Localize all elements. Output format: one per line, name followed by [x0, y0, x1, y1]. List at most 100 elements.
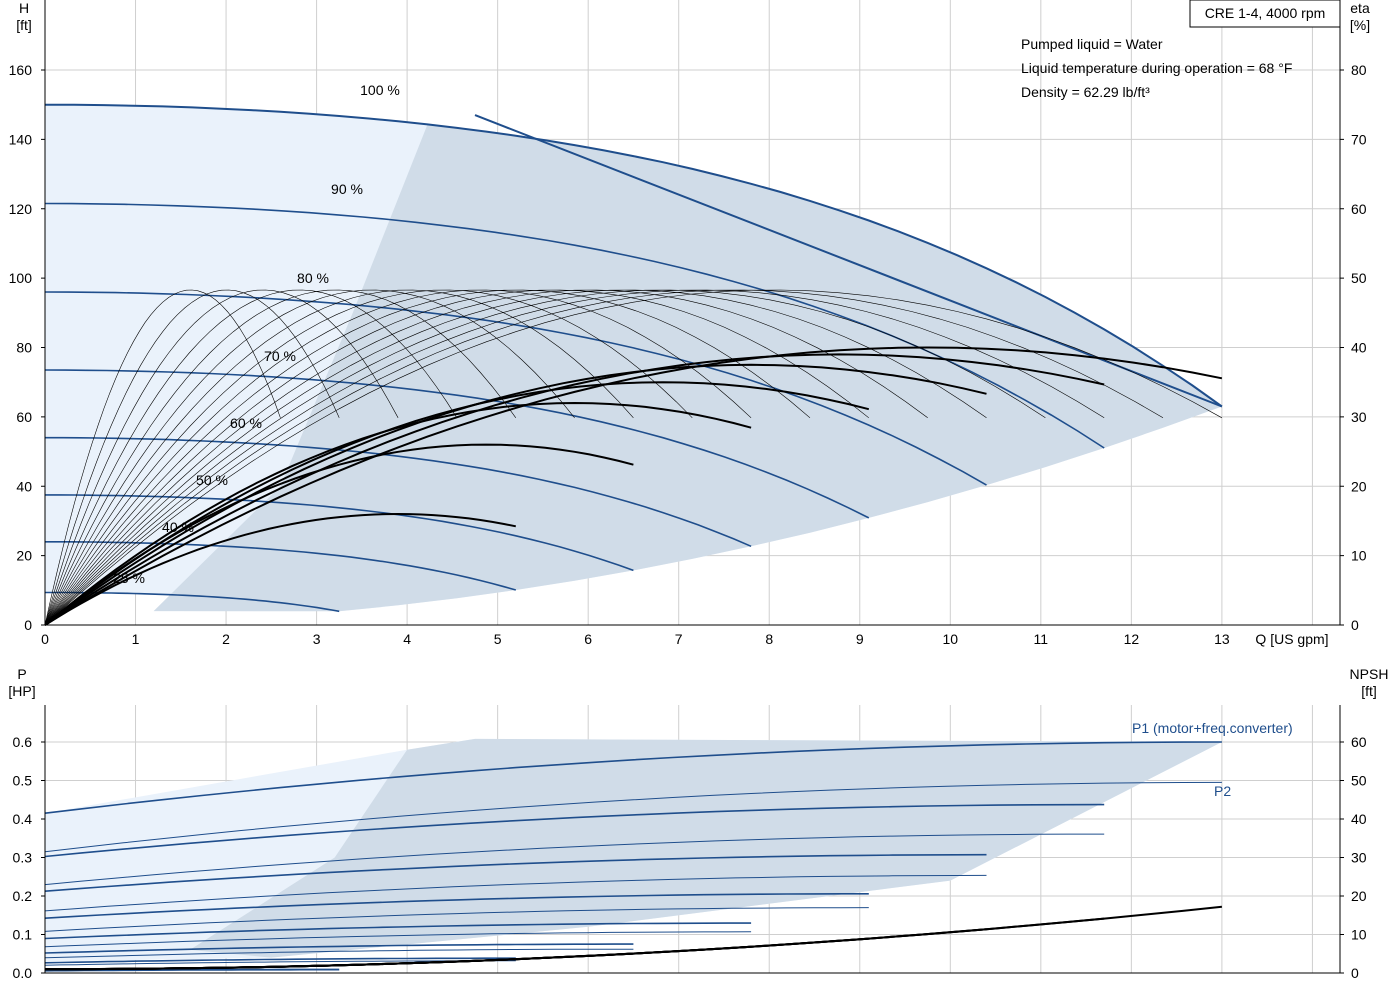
eta-curve-thin	[44, 289, 281, 626]
y-axis-label-right: eta	[1350, 0, 1370, 16]
y-tick-label-right: 80	[1351, 62, 1367, 78]
title-box	[1189, 0, 1341, 28]
y-tick-label-right: 40	[1351, 340, 1367, 356]
eta-curve-thick	[44, 512, 516, 626]
y-tick-label-right: 0	[1351, 617, 1359, 633]
p-tick-label-left: 0.2	[13, 888, 33, 904]
speed-label: 90 %	[331, 181, 363, 197]
eta-curve-thin	[44, 289, 869, 626]
p-tick-label-left: 0.3	[13, 850, 33, 866]
npsh-tick-label-right: 40	[1351, 811, 1367, 827]
x-tick-label: 5	[494, 631, 502, 647]
head-curve	[44, 291, 987, 486]
p2-curve	[44, 907, 869, 932]
y-tick-label-left: 80	[16, 340, 32, 356]
speed-label: 80 %	[297, 270, 329, 286]
eta-curve-thin	[44, 289, 399, 626]
eta-curve-thin	[44, 289, 928, 626]
p1-curve	[44, 853, 987, 892]
eta-curve-thick	[44, 346, 1223, 626]
y-tick-label-right: 20	[1351, 478, 1367, 494]
p1-curve	[44, 957, 516, 964]
eta-curve-thick	[44, 401, 752, 626]
p2-curve	[44, 948, 634, 959]
eta-curve-thick	[44, 363, 987, 626]
speed-label: 70 %	[264, 348, 296, 364]
info-line: Pumped liquid = Water	[1021, 36, 1163, 52]
x-tick-label: 10	[943, 631, 959, 647]
p2-curve	[44, 833, 1105, 886]
p-tick-label-left: 0.1	[13, 927, 33, 943]
eta-curve-thin	[44, 289, 575, 626]
head-curve	[44, 369, 870, 519]
y-tick-label-right: 60	[1351, 201, 1367, 217]
npsh-axis-label: NPSH	[1350, 666, 1389, 682]
eta-curve-thin	[44, 289, 340, 626]
y-tick-label-right: 30	[1351, 409, 1367, 425]
x-tick-label: 11	[1034, 631, 1049, 647]
eta-curve-thin	[44, 289, 1105, 626]
x-tick-label: 7	[675, 631, 683, 647]
p-tick-label-left: 0.0	[13, 965, 33, 981]
eta-curve-thick	[44, 353, 1105, 626]
eta-curve-thin	[44, 289, 693, 626]
p-tick-label-left: 0.6	[13, 734, 33, 750]
p-axis-unit: [HP]	[8, 683, 35, 699]
x-tick-label: 4	[403, 631, 411, 647]
y-tick-label-right: 10	[1351, 548, 1367, 564]
npsh-tick-label-right: 30	[1351, 850, 1367, 866]
y-axis-unit-left: [ft]	[16, 17, 32, 33]
p2-curve	[44, 960, 516, 966]
eta-curve-thin	[44, 289, 811, 626]
speed-label: 50 %	[196, 472, 228, 488]
p1-curve	[44, 892, 869, 919]
npsh-tick-label-right: 20	[1351, 888, 1367, 904]
x-axis-label: Q [US gpm]	[1255, 631, 1328, 647]
x-tick-label: 3	[313, 631, 321, 647]
npsh-tick-label-right: 50	[1351, 773, 1367, 789]
eta-curve-thin	[44, 289, 1223, 626]
y-tick-label-left: 40	[16, 478, 32, 494]
npsh-tick-label-right: 0	[1351, 965, 1359, 981]
eta-curve-thin	[44, 289, 1164, 626]
y-tick-label-right: 50	[1351, 270, 1367, 286]
x-tick-label: 8	[765, 631, 773, 647]
y-tick-label-left: 160	[9, 62, 33, 78]
p2-curve	[44, 969, 340, 972]
x-tick-label: 6	[584, 631, 592, 647]
eta-curve-thin	[44, 289, 752, 626]
x-tick-label: 1	[132, 631, 140, 647]
eta-curve-thin	[44, 289, 634, 626]
info-line: Density = 62.29 lb/ft³	[1021, 84, 1150, 100]
p1-curve	[44, 922, 752, 940]
p1-curve	[44, 943, 634, 954]
p2-label: P2	[1214, 783, 1231, 799]
npsh-curve	[45, 964, 340, 971]
npsh-tick-label-right: 60	[1351, 734, 1367, 750]
head-curve	[45, 494, 634, 572]
y-tick-label-left: 120	[9, 201, 33, 217]
eta-curve-thin	[44, 289, 1046, 626]
head-curve	[45, 436, 752, 548]
eta-curve-thin	[44, 289, 987, 626]
y-tick-label-left: 60	[16, 409, 32, 425]
x-tick-label: 0	[41, 631, 49, 647]
npsh-axis-unit: [ft]	[1361, 683, 1377, 699]
p2-curve	[44, 874, 987, 912]
y-tick-label-left: 20	[16, 548, 32, 564]
p1-label: P1 (motor+freq.converter)	[1132, 720, 1293, 736]
x-tick-label: 13	[1214, 631, 1230, 647]
info-line: Liquid temperature during operation = 68…	[1021, 60, 1292, 76]
x-tick-label: 9	[856, 631, 864, 647]
p1-curve	[44, 741, 1222, 814]
power-region-dark	[189, 738, 1222, 958]
y-tick-label-left: 140	[9, 131, 33, 147]
p1-curve	[44, 803, 1105, 858]
npsh-tick-label-right: 10	[1351, 927, 1367, 943]
speed-label: 100 %	[360, 82, 400, 98]
x-tick-label: 2	[222, 631, 230, 647]
p2-curve	[44, 781, 1222, 853]
chart-title: CRE 1-4, 4000 rpm	[1205, 5, 1326, 21]
p-axis-label: P	[17, 666, 26, 682]
